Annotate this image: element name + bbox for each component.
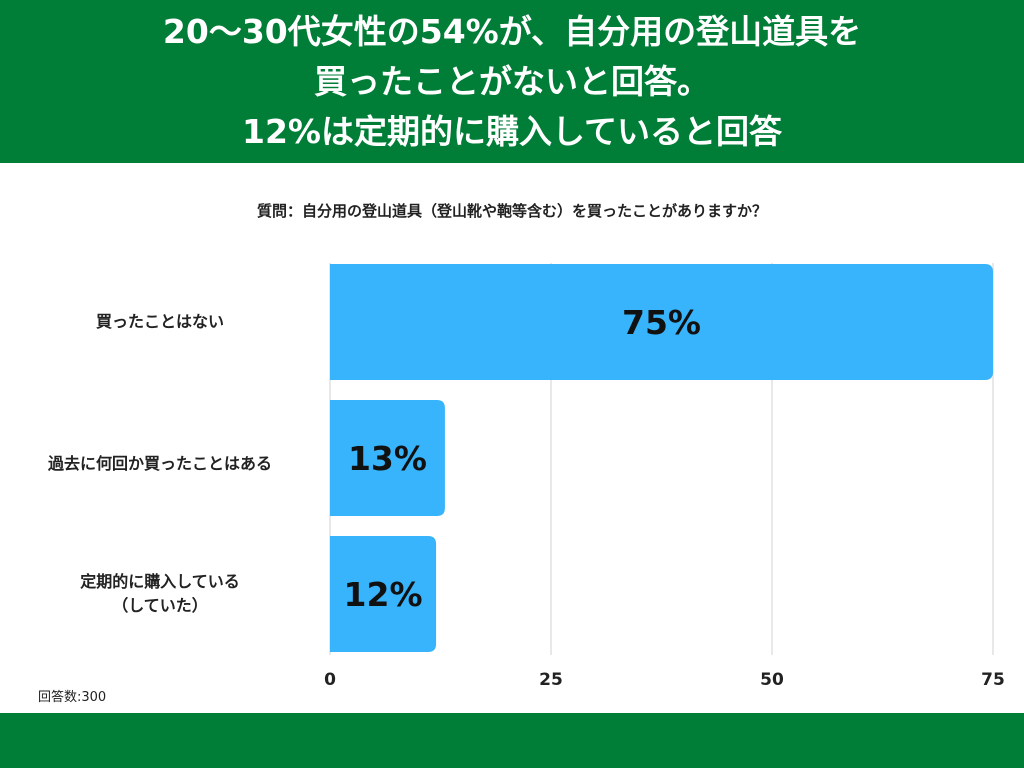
category-label-never-bought: 買ったことはない [0, 310, 320, 334]
bar [330, 400, 445, 516]
x-tick-label: 50 [760, 670, 784, 690]
data-label: 13% [348, 439, 427, 478]
data-label: 75% [622, 303, 701, 342]
category-label-line: 定期的に購入している [80, 572, 240, 591]
x-tick-label: 75 [981, 670, 1005, 690]
headline-line-2: 買ったことがないと回答。 [314, 61, 710, 101]
x-tick-label: 0 [324, 670, 336, 690]
category-label-bought-few-times: 過去に何回か買ったことはある [0, 452, 320, 476]
category-label-line: 過去に何回か買ったことはある [47, 454, 272, 473]
bar [330, 264, 993, 380]
headline-line-3: 12%は定期的に購入していると回答 [242, 111, 782, 151]
bar [330, 536, 437, 652]
footer-banner [0, 713, 1024, 768]
x-tick-label: 25 [539, 670, 563, 690]
sample-size-note: 回答数:300 [38, 690, 107, 705]
category-label-line: （していた） [112, 596, 208, 615]
category-label-regularly: 定期的に購入している （していた） [0, 570, 320, 618]
headline-line-1: 20〜30代女性の54%が、自分用の登山道具を [162, 11, 862, 51]
data-label: 12% [344, 575, 423, 614]
bar-chart: 0 25 50 75 75% 13% 12% [324, 263, 1005, 690]
chart-question: 質問：自分用の登山道具（登山靴や鞄等含む）を買ったことがありますか？ [256, 202, 767, 220]
category-label-line: 買ったことはない [95, 312, 224, 331]
header-banner: 20〜30代女性の54%が、自分用の登山道具を 買ったことがないと回答。 12%… [0, 0, 1024, 163]
